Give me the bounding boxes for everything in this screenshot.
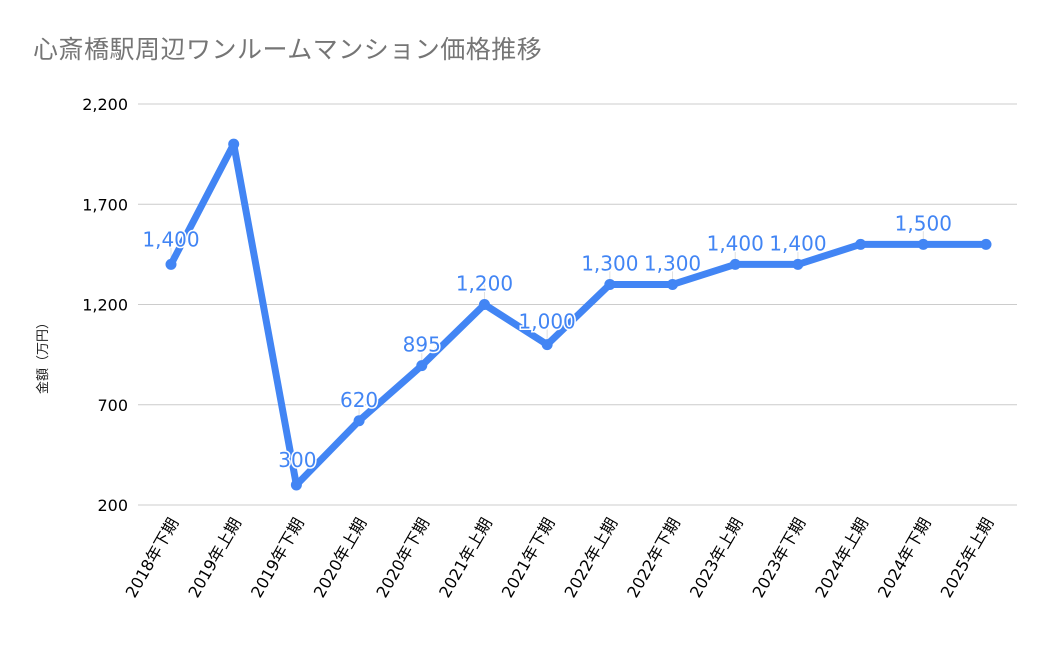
chart-title: 心斎橋駅周辺ワンルームマンション価格推移 <box>33 35 543 64</box>
x-tick-label: 2021年下期 <box>498 515 559 601</box>
data-point[interactable] <box>792 258 804 270</box>
x-tick-label: 2019年下期 <box>247 515 308 601</box>
y-tick-label: 1,700 <box>82 195 128 214</box>
x-tick-label: 2024年下期 <box>874 515 935 601</box>
data-point[interactable] <box>541 339 553 351</box>
y-tick-label: 700 <box>97 396 128 415</box>
data-label: 1,300 <box>644 251 701 275</box>
x-tick-label: 2024年上期 <box>811 515 872 601</box>
data-label: 620 <box>340 388 378 412</box>
x-axis-tick-labels: 2018年下期 2019年上期 2019年下期 2020年上期 2020年下期 2021年… <box>122 515 998 601</box>
x-tick-label: 2020年上期 <box>310 515 371 601</box>
data-point[interactable] <box>353 415 365 427</box>
data-point[interactable] <box>165 258 177 270</box>
x-tick-label: 2020年下期 <box>372 515 433 601</box>
x-tick-label: 2022年上期 <box>560 515 621 601</box>
data-point[interactable] <box>917 238 929 250</box>
x-tick-label: 2023年下期 <box>749 515 810 601</box>
data-label: 1,200 <box>456 272 513 296</box>
data-label: 1,500 <box>895 211 952 235</box>
series-line <box>167 140 990 489</box>
data-point[interactable] <box>478 299 490 310</box>
x-tick-label: 2023年上期 <box>686 515 747 601</box>
data-point[interactable] <box>667 278 679 290</box>
data-label: 1,300 <box>581 251 638 275</box>
x-tick-label: 2019年上期 <box>184 515 245 601</box>
data-label: 1,400 <box>142 227 199 251</box>
data-label: 1,000 <box>519 310 576 334</box>
y-tick-label: 200 <box>97 496 128 515</box>
data-point[interactable] <box>980 238 992 250</box>
data-label: 1,400 <box>769 231 826 255</box>
y-tick-label: 1,200 <box>82 296 128 315</box>
data-point[interactable] <box>416 360 428 372</box>
data-label: 895 <box>403 333 441 357</box>
data-point[interactable] <box>290 479 302 491</box>
x-tick-label: 2021年上期 <box>435 515 496 601</box>
x-tick-label: 2025年上期 <box>937 515 998 601</box>
gridlines <box>138 103 1017 506</box>
y-tick-label: 2,200 <box>82 95 128 114</box>
y-axis-label: 金額（万円） <box>35 316 51 394</box>
data-label: 1,400 <box>707 231 764 255</box>
data-point[interactable] <box>855 238 867 250</box>
data-point[interactable] <box>228 138 240 150</box>
x-tick-label: 2022年下期 <box>623 515 684 601</box>
x-tick-label: 2018年下期 <box>122 515 183 601</box>
data-point[interactable] <box>604 278 616 290</box>
data-point[interactable] <box>729 258 741 270</box>
y-axis-tick-labels: 200 700 1,200 1,700 2,200 <box>82 95 128 515</box>
data-label: 300 <box>278 448 316 472</box>
